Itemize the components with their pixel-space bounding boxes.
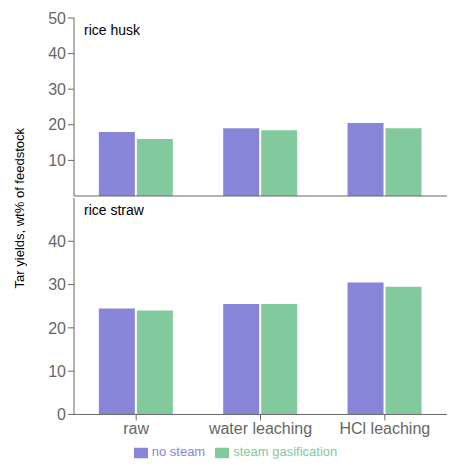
svg-text:30: 30 <box>48 276 66 293</box>
svg-text:50: 50 <box>48 10 66 27</box>
svg-text:10: 10 <box>48 363 66 380</box>
html-text:no steam: no steam <box>151 444 206 460</box>
svg-text:40: 40 <box>48 45 66 62</box>
svg-text:20: 20 <box>48 116 66 133</box>
svg-text:40: 40 <box>48 233 66 250</box>
html-text:rice husk: rice husk <box>84 22 140 38</box>
svg-text:30: 30 <box>48 81 66 98</box>
html-text:rice straw: rice straw <box>84 202 144 218</box>
html-text:Tar yields, wt% of feedstock: Tar yields, wt% of feedstock <box>11 127 27 289</box>
svg-text:water leaching: water leaching <box>208 420 312 437</box>
svg-text:10: 10 <box>48 152 66 169</box>
svg-text:0: 0 <box>57 406 66 423</box>
svg-text:HCl leaching: HCl leaching <box>339 420 430 437</box>
html-text:steam gasification: steam gasification <box>233 444 338 460</box>
svg-text:20: 20 <box>48 320 66 337</box>
svg-text:raw: raw <box>123 420 149 437</box>
